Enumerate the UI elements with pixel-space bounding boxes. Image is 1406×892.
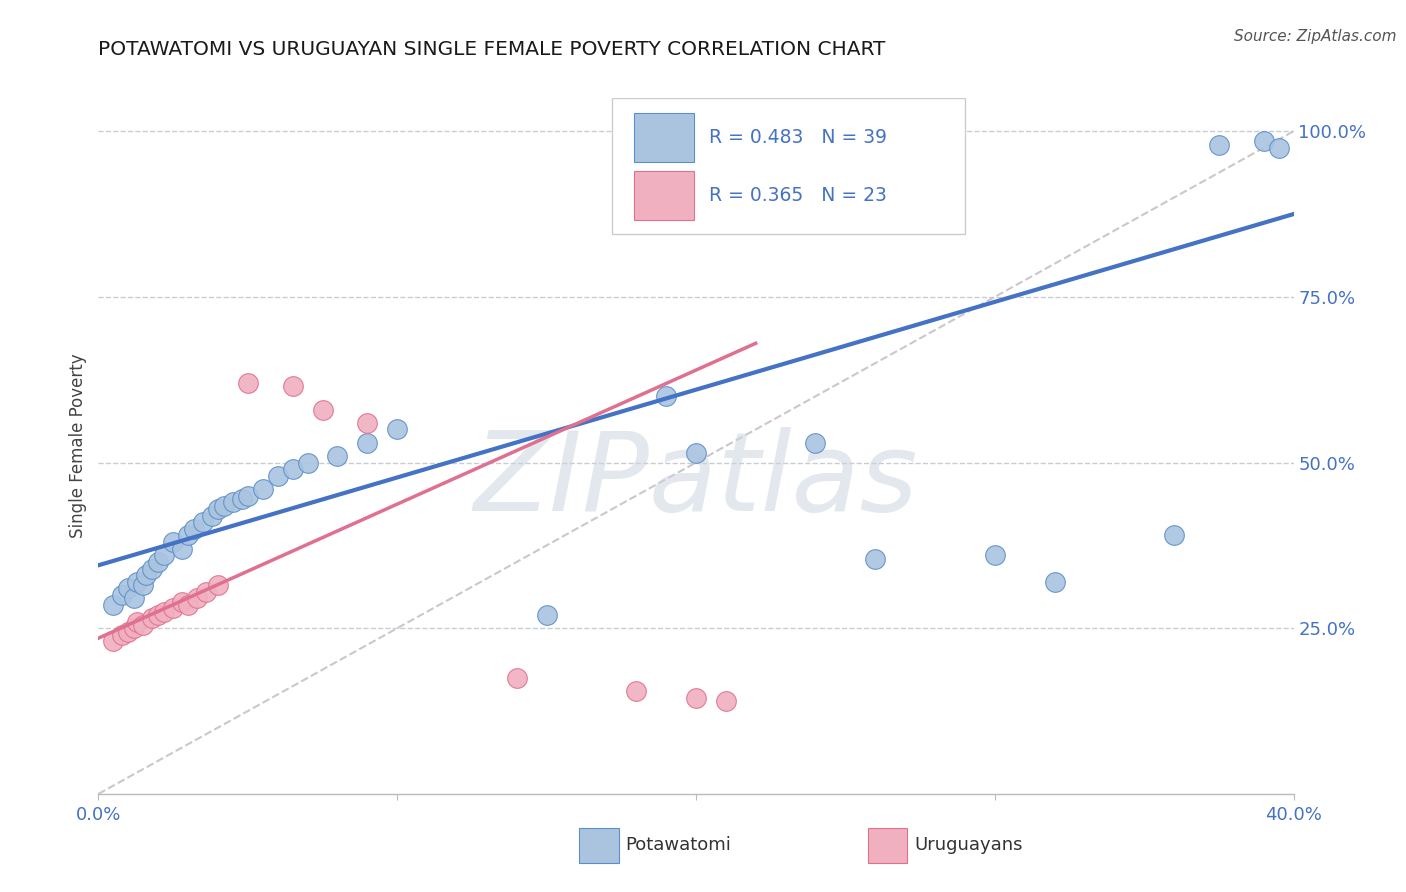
Point bbox=[111, 628, 134, 642]
Y-axis label: Single Female Poverty: Single Female Poverty bbox=[69, 354, 87, 538]
Point bbox=[212, 499, 235, 513]
Point bbox=[207, 578, 229, 592]
Point bbox=[281, 462, 304, 476]
Point bbox=[655, 389, 678, 403]
Point bbox=[236, 489, 259, 503]
Point bbox=[103, 598, 125, 612]
Point bbox=[714, 694, 737, 708]
Point bbox=[201, 508, 224, 523]
Point bbox=[267, 468, 290, 483]
Point bbox=[804, 435, 827, 450]
Point bbox=[117, 582, 139, 596]
Text: Uruguayans: Uruguayans bbox=[914, 836, 1022, 854]
Text: POTAWATOMI VS URUGUAYAN SINGLE FEMALE POVERTY CORRELATION CHART: POTAWATOMI VS URUGUAYAN SINGLE FEMALE PO… bbox=[98, 40, 886, 59]
FancyBboxPatch shape bbox=[613, 98, 965, 234]
Text: R = 0.483   N = 39: R = 0.483 N = 39 bbox=[709, 128, 887, 147]
Point bbox=[311, 402, 333, 417]
Point bbox=[385, 422, 409, 436]
Point bbox=[222, 495, 245, 509]
Point bbox=[252, 482, 274, 496]
Point bbox=[281, 379, 304, 393]
Point bbox=[127, 574, 149, 589]
Point bbox=[162, 535, 184, 549]
Point bbox=[148, 555, 170, 569]
Point bbox=[191, 515, 214, 529]
Point bbox=[172, 595, 194, 609]
Text: R = 0.365   N = 23: R = 0.365 N = 23 bbox=[709, 186, 887, 205]
Point bbox=[162, 601, 184, 615]
Point bbox=[132, 578, 155, 592]
FancyBboxPatch shape bbox=[634, 113, 693, 162]
Point bbox=[536, 607, 558, 622]
Point bbox=[207, 502, 229, 516]
Point bbox=[117, 624, 139, 639]
Point bbox=[356, 416, 378, 430]
Point bbox=[685, 690, 707, 705]
Point bbox=[132, 618, 155, 632]
Point bbox=[103, 634, 125, 648]
Text: Source: ZipAtlas.com: Source: ZipAtlas.com bbox=[1233, 29, 1396, 44]
Point bbox=[148, 607, 170, 622]
Text: ZIPatlas: ZIPatlas bbox=[474, 427, 918, 534]
Point bbox=[1267, 141, 1289, 155]
Text: Potawatomi: Potawatomi bbox=[626, 836, 731, 854]
Point bbox=[172, 541, 194, 556]
Point bbox=[984, 549, 1007, 563]
Point bbox=[124, 591, 146, 606]
Point bbox=[1043, 574, 1066, 589]
Point bbox=[141, 611, 163, 625]
Point bbox=[685, 445, 707, 459]
Point bbox=[186, 591, 208, 606]
Point bbox=[135, 568, 157, 582]
Point bbox=[183, 522, 205, 536]
Point bbox=[195, 584, 218, 599]
Point bbox=[506, 671, 529, 685]
Point bbox=[1253, 134, 1275, 148]
Point bbox=[153, 549, 176, 563]
Point bbox=[141, 561, 163, 575]
Point bbox=[1163, 528, 1185, 542]
Point bbox=[1208, 137, 1230, 152]
Point bbox=[626, 684, 648, 698]
Point bbox=[356, 435, 378, 450]
Point bbox=[297, 456, 319, 470]
FancyBboxPatch shape bbox=[634, 171, 693, 220]
Point bbox=[124, 621, 146, 635]
Point bbox=[236, 376, 259, 390]
Point bbox=[326, 449, 349, 463]
Point bbox=[127, 615, 149, 629]
Point bbox=[865, 551, 887, 566]
Point bbox=[153, 605, 176, 619]
Point bbox=[231, 491, 253, 506]
Point bbox=[111, 588, 134, 602]
Point bbox=[177, 528, 200, 542]
Point bbox=[177, 598, 200, 612]
